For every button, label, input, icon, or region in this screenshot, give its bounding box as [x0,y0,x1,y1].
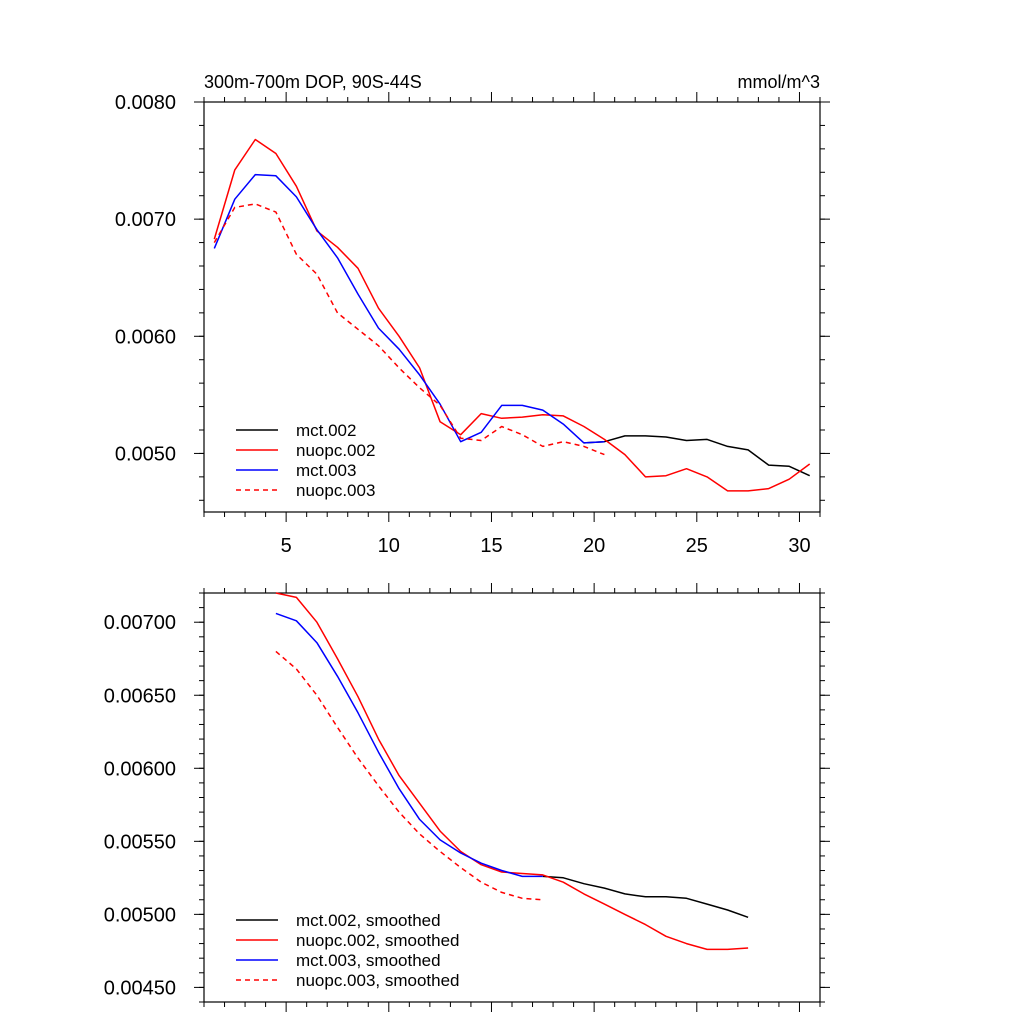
legend-label: mct.002, smoothed [296,911,441,930]
bottom-panel: 0.00450 0.00500 0.00550 0.00600 0.00650 0.007… [104,583,830,1012]
legend-label: nuopc.002 [296,441,375,460]
x-tick-label: 30 [788,535,810,557]
y-tick-label: 0.0080 [115,92,176,114]
series-line [213,173,605,444]
series-line [542,875,749,919]
y-tick-label: 0.0050 [115,443,176,465]
chart-title: 300m-700m DOP, 90S-44S [204,72,422,92]
series-line [213,203,605,456]
x-tick-label: 5 [281,535,292,557]
x-tick-label: 20 [583,535,605,557]
legend-label: nuopc.003 [296,481,375,500]
legend-label: mct.003, smoothed [296,951,441,970]
y-tick-label: 0.0060 [115,326,176,348]
x-tick-label: 25 [686,535,708,557]
y-tick-label: 0.00650 [104,685,176,707]
y-tick-label: 0.0070 [115,209,176,231]
top-panel: 300m-700m DOP, 90S-44S mmol/m^3 5 10 15 20 2… [115,72,830,557]
y-tick-label: 0.00500 [104,904,176,926]
legend-label: nuopc.002, smoothed [296,931,460,950]
x-tick-label: 10 [378,535,400,557]
series-line [275,650,543,901]
y-tick-label: 0.00550 [104,831,176,853]
y-tick-label: 0.00700 [104,612,176,634]
legend-label: mct.003 [296,461,356,480]
series-line [275,612,543,878]
y-tick-label: 0.00600 [104,758,176,780]
units-label: mmol/m^3 [738,72,820,92]
x-tick-label: 15 [480,535,502,557]
y-tick-label: 0.00450 [104,977,176,999]
legend-label: mct.002 [296,421,356,440]
legend-label: nuopc.003, smoothed [296,971,460,990]
series-line [583,435,811,477]
